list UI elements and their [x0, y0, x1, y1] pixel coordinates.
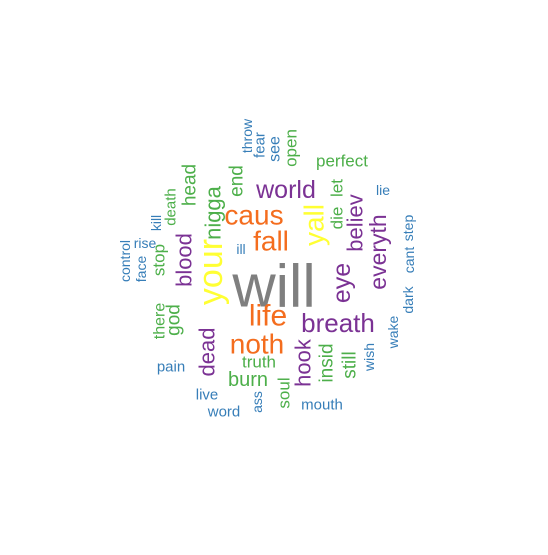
word-wake: wake: [385, 315, 401, 349]
word-everyth: everyth: [365, 214, 391, 289]
word-head: head: [180, 164, 201, 206]
word-your: your: [192, 239, 230, 305]
word-nigga: nigga: [201, 185, 226, 240]
word-soul: soul: [275, 377, 294, 408]
word-dead: dead: [195, 328, 220, 377]
word-insid: insid: [317, 343, 338, 382]
word-lie: lie: [376, 182, 390, 198]
word-stop: stop: [150, 244, 169, 276]
word-control: control: [117, 240, 133, 282]
word-still: still: [340, 351, 361, 378]
word-dark: dark: [400, 285, 416, 313]
word-open: open: [282, 129, 301, 167]
word-let: let: [328, 179, 347, 197]
word-caus: caus: [224, 200, 283, 231]
word-see: see: [267, 136, 284, 162]
word-live: live: [196, 387, 219, 404]
word-pain: pain: [157, 359, 185, 376]
word-mouth: mouth: [301, 397, 343, 414]
word-cant: cant: [401, 247, 417, 274]
word-there: there: [152, 303, 169, 340]
word-truth: truth: [242, 353, 276, 372]
word-face: face: [133, 256, 149, 283]
word-noth: noth: [230, 329, 285, 360]
word-world: world: [255, 176, 316, 204]
word-word: word: [207, 404, 241, 421]
word-end: end: [227, 165, 248, 197]
word-will: will: [231, 253, 315, 320]
word-blood: blood: [172, 233, 197, 287]
word-breath: breath: [301, 308, 375, 338]
word-life: life: [249, 300, 287, 333]
word-eye: eye: [328, 263, 356, 303]
word-kill: kill: [148, 215, 164, 231]
word-burn: burn: [228, 369, 268, 391]
word-rise: rise: [134, 235, 157, 251]
word-fall: fall: [253, 226, 289, 257]
word-god: god: [164, 304, 185, 336]
word-perfect: perfect: [316, 152, 368, 171]
word-hook: hook: [291, 338, 316, 387]
word-step: step: [400, 215, 416, 242]
word-ill: ill: [236, 241, 245, 257]
word-wish: wish: [361, 343, 377, 372]
word-die: die: [328, 207, 347, 230]
word-ass: ass: [249, 391, 265, 413]
word-fear: fear: [252, 132, 269, 158]
word-yall: yall: [299, 204, 330, 246]
word-death: death: [163, 188, 180, 226]
word-throw: throw: [239, 118, 255, 153]
word-believ: believ: [343, 194, 368, 251]
